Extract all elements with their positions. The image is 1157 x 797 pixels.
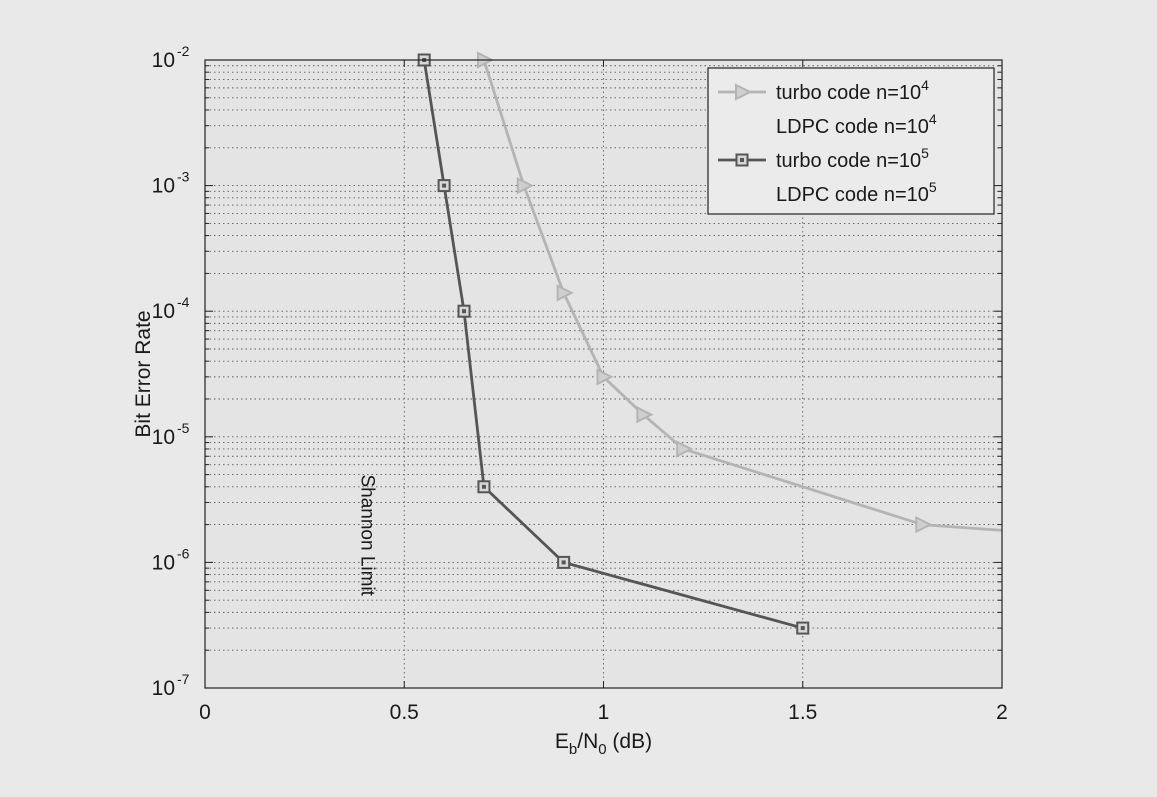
y-tick-label: 10: [152, 300, 175, 323]
x-tick-label: 1: [598, 701, 610, 724]
x-tick-label: 1.5: [788, 701, 817, 724]
legend-label-exponent: 4: [929, 111, 937, 127]
y-tick-label-exponent: -3: [177, 169, 190, 185]
y-axis-label: Bit Error Rate: [132, 310, 155, 437]
series-0: [476, 51, 1003, 534]
legend: turbo code n=104 LDPC code n=104 turbo cod…: [707, 67, 995, 215]
legend-label-exponent: 4: [921, 77, 929, 93]
legend-label-exponent: 5: [929, 179, 937, 195]
legend-label: turbo code n=104: [776, 77, 929, 104]
x-axis-label: Eb/N0 (dB): [555, 730, 652, 758]
series-line: [422, 59, 804, 630]
legend-label-exponent: 5: [921, 145, 929, 161]
legend-box: [707, 67, 995, 215]
series-point-square-core: [462, 309, 467, 314]
series-point-triangle: [915, 515, 933, 534]
tick-labels: 0 0.5 1 1.5 210-210-310-410-510-610-7: [152, 43, 1008, 724]
x-axis-label-e: E: [555, 730, 569, 753]
x-axis-label-unit: (dB): [607, 730, 653, 753]
x-axis-label-sub-0: 0: [598, 741, 606, 758]
series-point-triangle: [735, 83, 753, 101]
shannon-limit-annotation: Shannon Limit: [357, 474, 378, 596]
y-tick-label-exponent: -7: [177, 671, 190, 687]
series-point-square-core: [561, 560, 566, 565]
x-tick-label: 2: [996, 701, 1008, 724]
series-point-triangle: [676, 440, 694, 458]
series-point-square-core: [740, 158, 744, 162]
series-point-square-core: [442, 183, 447, 188]
series-point-square-core: [800, 626, 805, 631]
x-tick-label: 0: [199, 701, 211, 724]
x-tick-label: 0.5: [390, 701, 419, 724]
plot-frame: [204, 59, 1003, 689]
legend-label: turbo code n=105: [776, 145, 929, 172]
series-layer: [417, 51, 1003, 635]
series-point-triangle: [556, 284, 574, 302]
axis-ticks: [204, 60, 1003, 689]
y-tick-label: 10: [152, 426, 175, 449]
y-tick-label-exponent: -4: [177, 294, 190, 310]
y-tick-label-exponent: -2: [177, 43, 190, 59]
x-axis-label-sub-b: b: [569, 741, 577, 758]
y-tick-label-exponent: -5: [177, 420, 190, 436]
y-tick-label-exponent: -6: [177, 545, 190, 561]
series-point-square-core: [481, 484, 486, 489]
series-point-triangle: [636, 406, 654, 424]
legend-label: LDPC code n=105: [776, 179, 937, 206]
x-axis-label-n: /N: [577, 730, 598, 753]
y-tick-label: 10: [152, 677, 175, 700]
y-tick-label: 10: [152, 49, 175, 72]
y-tick-label: 10: [152, 551, 175, 574]
series-point-triangle: [596, 368, 614, 386]
series-point-triangle: [516, 176, 535, 195]
y-tick-label: 10: [152, 175, 175, 198]
series-line: [482, 59, 1003, 532]
legend-label: LDPC code n=104: [776, 111, 937, 138]
